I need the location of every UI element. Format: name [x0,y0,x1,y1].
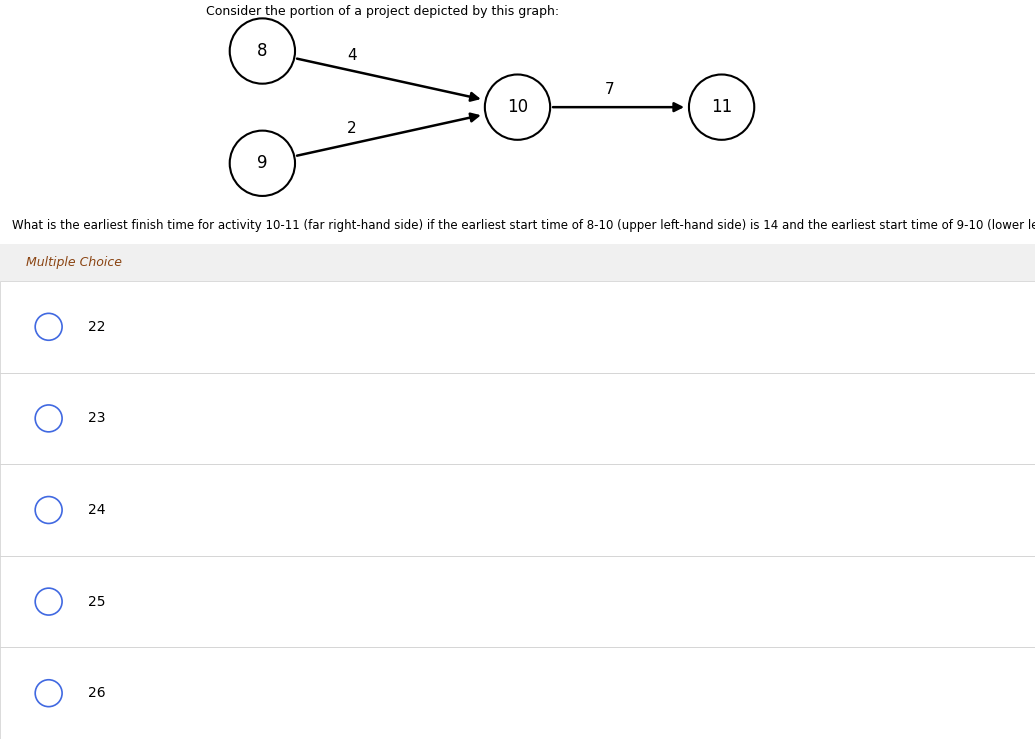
Circle shape [230,18,295,84]
Circle shape [230,131,295,196]
FancyBboxPatch shape [0,281,1035,372]
Text: Consider the portion of a project depicted by this graph:: Consider the portion of a project depict… [206,5,559,18]
Text: 23: 23 [88,412,106,426]
Text: 9: 9 [257,154,268,172]
Text: 22: 22 [88,320,106,334]
Text: 7: 7 [604,82,614,97]
FancyBboxPatch shape [0,464,1035,556]
Text: 4: 4 [347,47,356,63]
FancyBboxPatch shape [0,244,1035,281]
FancyBboxPatch shape [0,647,1035,739]
Text: Multiple Choice: Multiple Choice [26,256,122,269]
Text: What is the earliest finish time for activity 10-11 (far right-hand side) if the: What is the earliest finish time for act… [12,219,1035,232]
Text: 10: 10 [507,98,528,116]
Text: 24: 24 [88,503,106,517]
Text: 25: 25 [88,595,106,609]
Text: 8: 8 [257,42,268,60]
Text: 2: 2 [347,121,356,137]
Text: 11: 11 [711,98,732,116]
Circle shape [689,75,755,140]
Circle shape [484,75,551,140]
Text: 26: 26 [88,687,106,700]
FancyBboxPatch shape [0,556,1035,647]
FancyBboxPatch shape [0,372,1035,464]
